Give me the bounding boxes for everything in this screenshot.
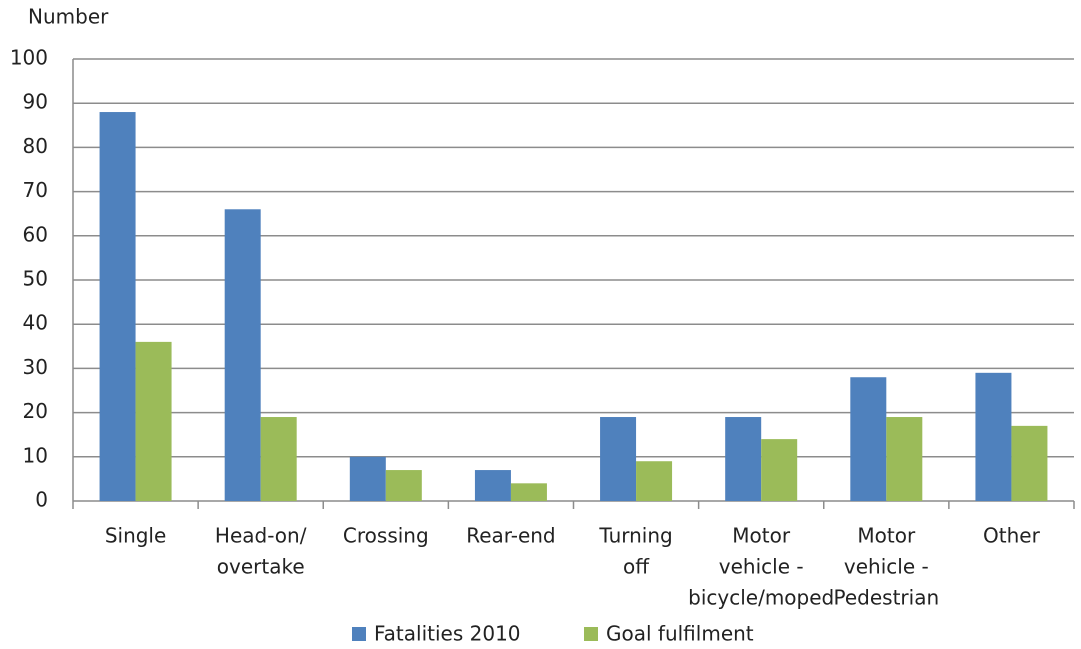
- bar: [1011, 425, 1048, 501]
- bar: [260, 417, 297, 501]
- bar: [474, 470, 511, 501]
- bar: [510, 483, 547, 501]
- bar: [99, 112, 136, 501]
- bar: [135, 341, 172, 501]
- x-tick-label: Head-on/: [215, 524, 307, 548]
- y-tick-label: 70: [23, 178, 48, 202]
- x-tick-label: off: [623, 555, 650, 579]
- legend-swatch: [584, 627, 598, 641]
- y-tick-label: 50: [23, 267, 48, 291]
- bar: [975, 372, 1012, 501]
- y-tick-label: 10: [23, 443, 48, 467]
- x-tick-label: bicycle/moped: [688, 586, 834, 610]
- bar: [349, 456, 386, 501]
- x-tick-label: vehicle -: [844, 555, 929, 579]
- bar: [761, 439, 798, 501]
- legend-swatch: [352, 627, 366, 641]
- y-tick-label: 40: [23, 311, 48, 335]
- x-tick-label: Rear-end: [466, 524, 555, 548]
- y-tick-label: 20: [23, 399, 48, 423]
- y-axis-label: Number: [28, 5, 109, 29]
- y-tick-label: 60: [23, 222, 48, 246]
- y-tick-label: 100: [10, 46, 48, 70]
- x-tick-label: Crossing: [343, 524, 429, 548]
- x-tick-label: Motor: [857, 524, 916, 548]
- x-tick-label: Motor: [732, 524, 791, 548]
- legend-label: Goal fulfilment: [606, 622, 754, 646]
- bar: [385, 470, 422, 501]
- bar: [850, 377, 887, 501]
- y-tick-label: 90: [23, 90, 48, 114]
- bar: [600, 417, 637, 501]
- y-tick-label: 0: [35, 488, 48, 512]
- y-tick-label: 30: [23, 355, 48, 379]
- x-tick-label: overtake: [217, 555, 305, 579]
- x-tick-label: Single: [105, 524, 166, 548]
- bar: [224, 209, 261, 501]
- bar: [636, 461, 673, 501]
- x-tick-label: vehicle -: [719, 555, 804, 579]
- legend-label: Fatalities 2010: [374, 622, 521, 646]
- y-tick-label: 80: [23, 134, 48, 158]
- bar: [886, 417, 923, 501]
- x-tick-label: Other: [983, 524, 1041, 548]
- x-tick-label: Pedestrian: [834, 586, 940, 610]
- bar: [725, 417, 762, 501]
- x-tick-label: Turning: [598, 524, 672, 548]
